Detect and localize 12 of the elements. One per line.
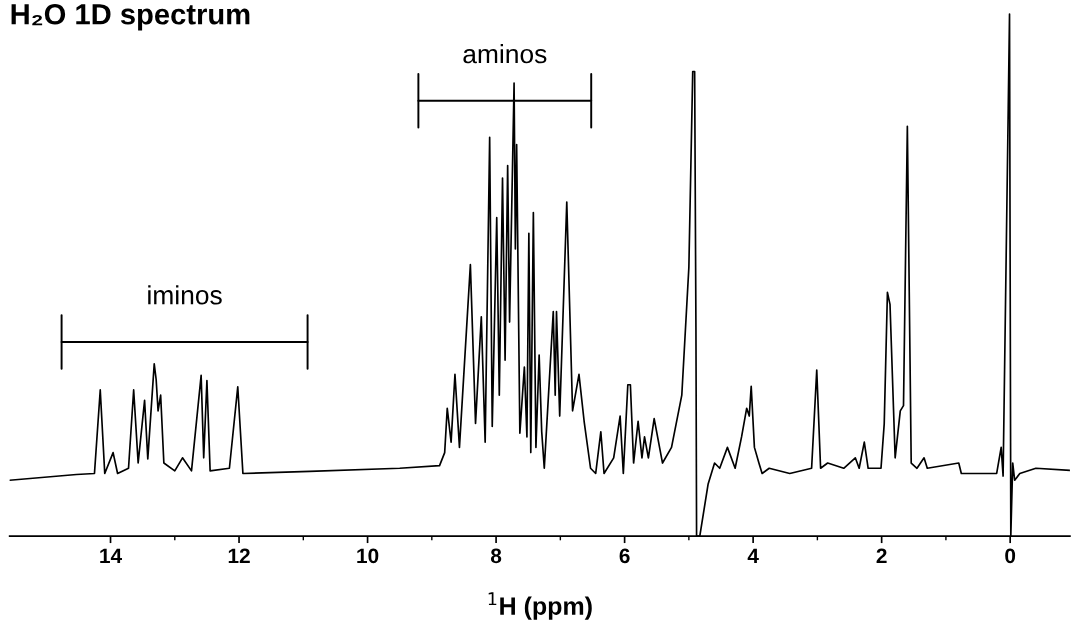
x-tick-label: 2 xyxy=(876,548,887,564)
x-axis-title: $^{1}$H (ppm) xyxy=(488,592,592,620)
chart-title: H₂O 1D spectrum xyxy=(11,3,250,31)
x-tick-label: 0 xyxy=(1005,548,1016,564)
x-tick-label: 12 xyxy=(228,548,250,564)
x-tick-label: 6 xyxy=(619,548,630,564)
x-tick-label: 8 xyxy=(490,548,502,564)
x-tick-label: 10 xyxy=(357,548,379,564)
annotation: iminos xyxy=(148,285,222,305)
x-tick-label: 14 xyxy=(100,548,122,564)
annotation: aminos xyxy=(463,43,547,64)
x-tick-label: 4 xyxy=(747,548,759,564)
